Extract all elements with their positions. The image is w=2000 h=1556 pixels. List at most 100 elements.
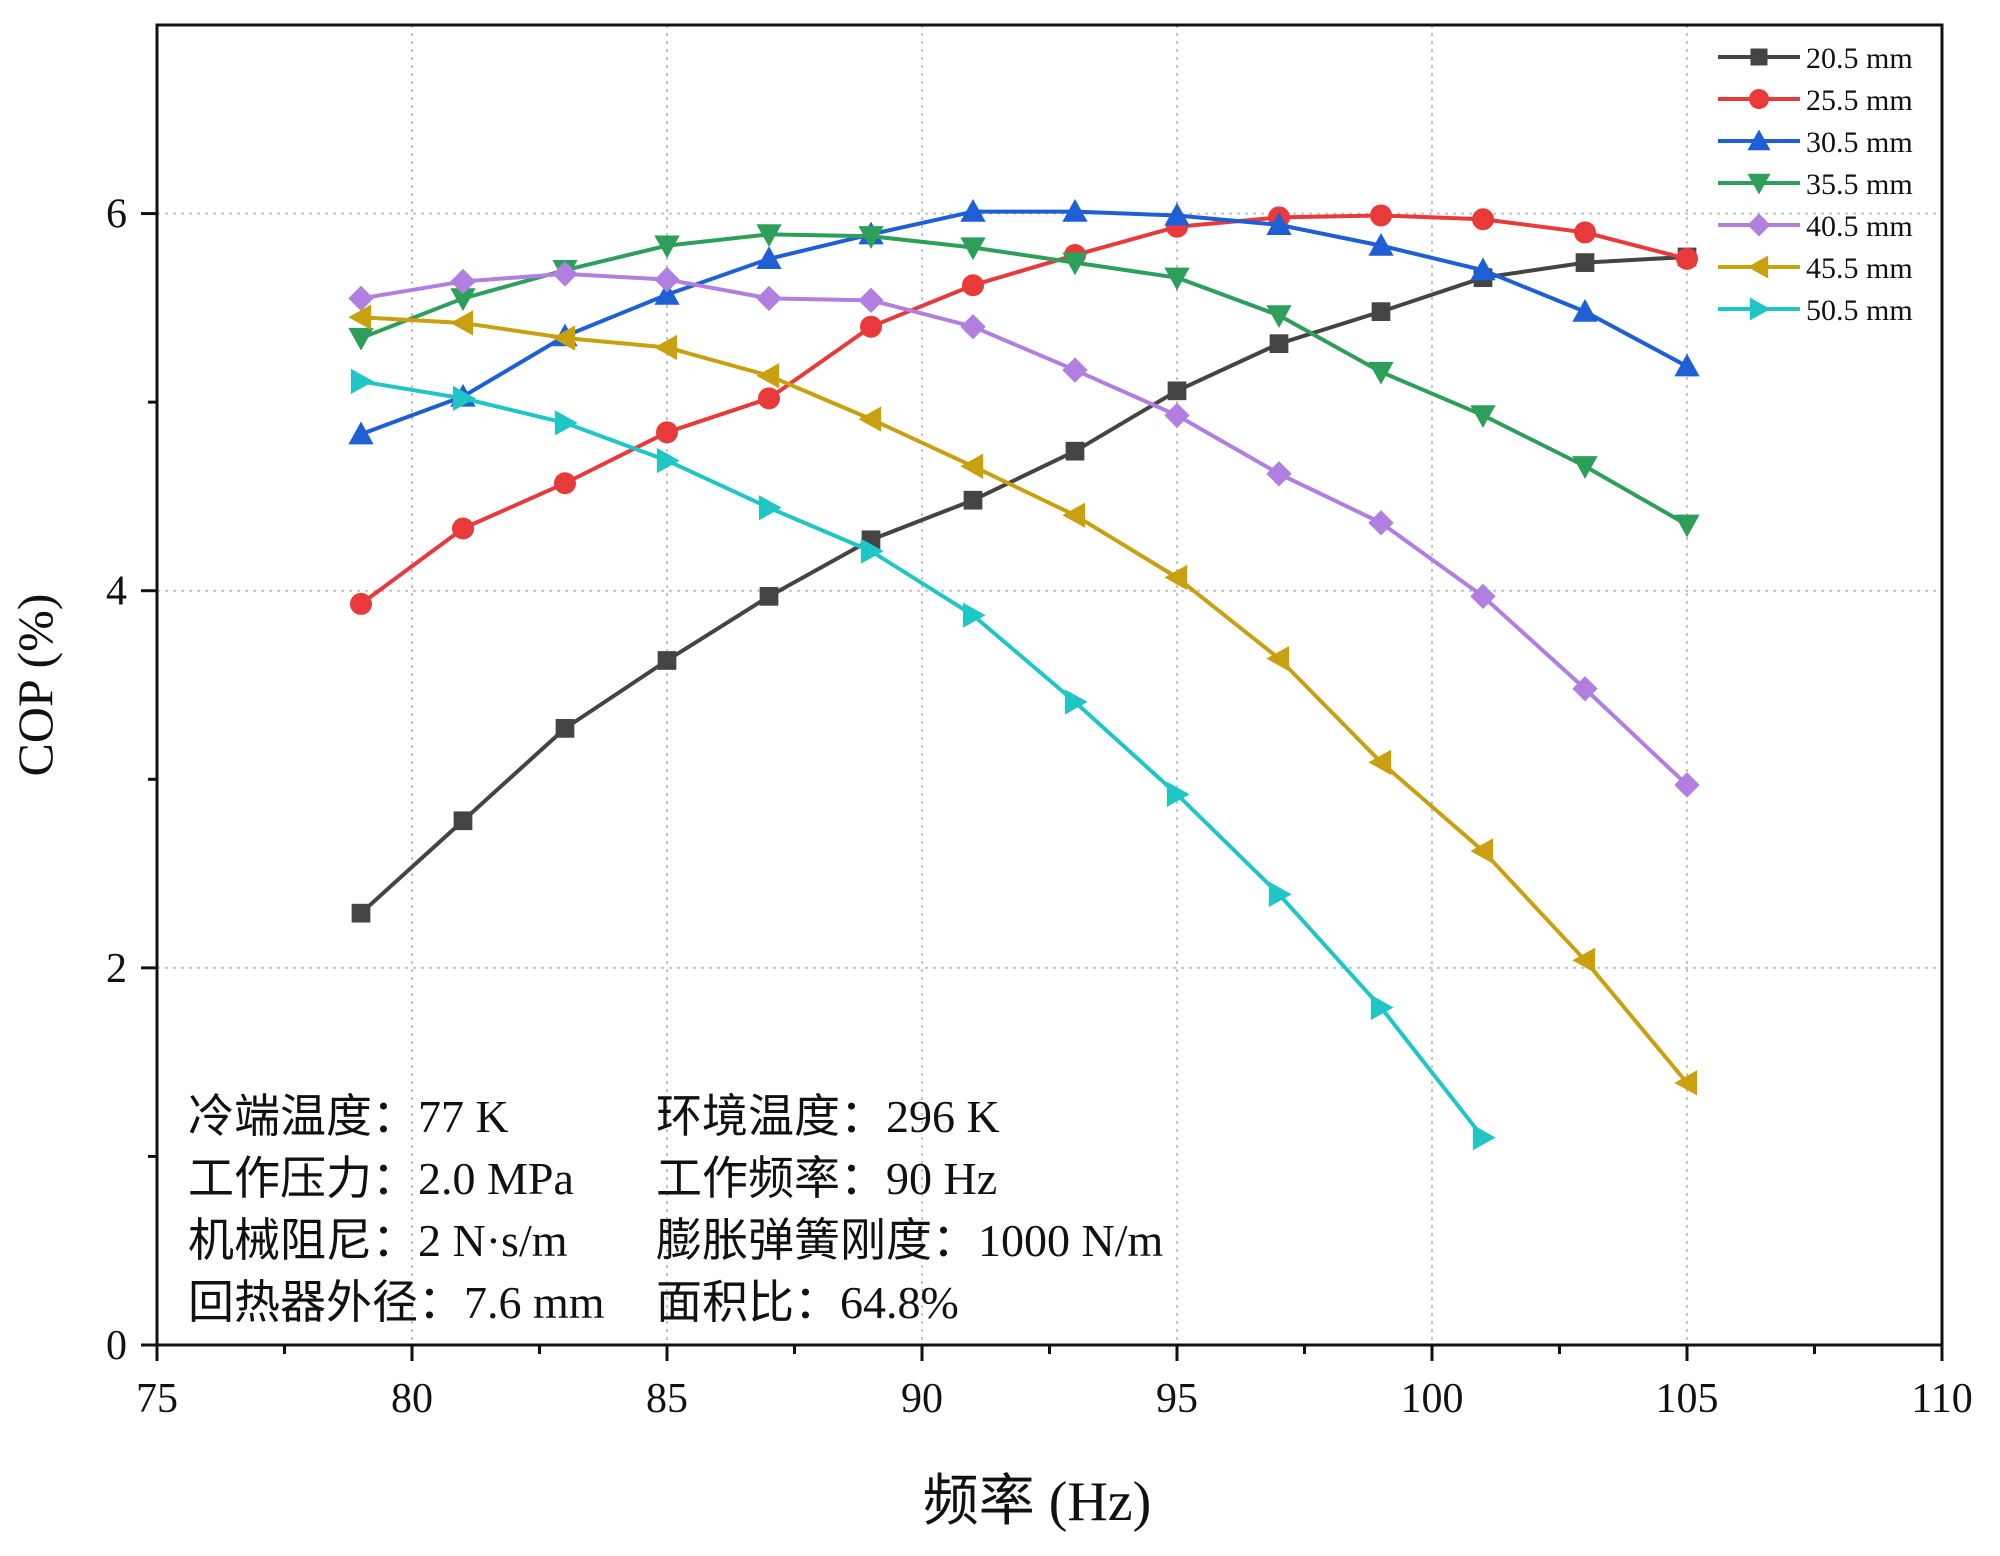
legend-label: 35.5 mm — [1806, 168, 1913, 201]
y-tick-label: 4 — [106, 569, 127, 615]
data-point — [1062, 357, 1088, 383]
grid — [157, 25, 1942, 1345]
series-20.5-mm — [351, 247, 1697, 923]
data-point — [1368, 361, 1394, 385]
data-point — [1266, 461, 1292, 487]
series-40.5-mm — [348, 261, 1700, 798]
legend: 20.5 mm 25.5 mm 30.5 mm 35.5 mm 40.5 mm 45.5 … — [1718, 42, 1913, 327]
legend-label: 50.5 mm — [1806, 294, 1913, 327]
series-line — [359, 213, 1688, 606]
data-point — [554, 410, 578, 436]
data-point — [350, 592, 372, 615]
data-point — [654, 235, 680, 259]
data-point — [654, 266, 680, 293]
data-point — [1370, 994, 1394, 1021]
data-point — [350, 368, 374, 395]
data-point — [1674, 1070, 1698, 1096]
data-point — [1062, 502, 1086, 528]
data-point — [654, 282, 680, 305]
data-point — [1572, 456, 1598, 479]
legend-marker — [1749, 297, 1771, 321]
x-tick-label: 75 — [136, 1376, 178, 1422]
data-point — [756, 363, 780, 389]
data-point — [657, 651, 677, 670]
legend-entry: 30.5 mm — [1718, 126, 1913, 159]
data-point — [1062, 252, 1088, 276]
data-point — [960, 314, 986, 340]
y-tick-label: 0 — [106, 1323, 127, 1369]
data-point — [1164, 402, 1190, 428]
series-line — [360, 315, 1689, 1085]
legend-marker — [1747, 213, 1771, 237]
data-point — [1572, 676, 1598, 702]
data-point — [1572, 298, 1598, 322]
data-point — [1266, 212, 1292, 236]
data-point — [1370, 204, 1392, 227]
data-point — [1167, 381, 1187, 401]
data-point — [1470, 583, 1496, 610]
data-point — [963, 490, 983, 510]
legend-marker — [1749, 89, 1769, 109]
data-point — [1470, 405, 1496, 428]
annotation-text: 冷端温度：77 K — [188, 1091, 509, 1142]
data-point — [351, 903, 371, 923]
data-point — [1269, 334, 1289, 354]
legend-label: 30.5 mm — [1806, 126, 1913, 159]
annotation-text: 工作频率：90 Hz — [656, 1153, 997, 1204]
data-point — [1470, 257, 1496, 281]
data-point — [1676, 247, 1698, 270]
series-line — [360, 209, 1688, 437]
series-50.5-mm — [350, 368, 1496, 1151]
series-line — [359, 254, 1688, 915]
legend-label: 20.5 mm — [1806, 42, 1913, 75]
data-point — [759, 587, 779, 606]
data-point — [1572, 947, 1596, 973]
series-line — [360, 232, 1688, 527]
y-tick-label: 6 — [106, 192, 127, 238]
data-point — [1575, 253, 1595, 272]
x-tick-label: 95 — [1156, 1376, 1198, 1422]
data-point — [1574, 221, 1596, 244]
legend-marker — [1747, 173, 1771, 195]
legend-marker — [1747, 255, 1769, 279]
legend-entry: 25.5 mm — [1718, 84, 1913, 117]
annotation-text: 机械阻尼：2 N·s/m — [188, 1215, 568, 1266]
legend-entry: 20.5 mm — [1718, 42, 1913, 75]
series-35.5-mm — [348, 224, 1700, 538]
data-point — [960, 199, 986, 222]
data-point — [756, 224, 782, 247]
data-point — [1674, 514, 1700, 538]
data-point — [860, 538, 884, 564]
data-point — [758, 387, 780, 410]
legend-entry: 35.5 mm — [1718, 168, 1913, 201]
x-tick-label: 90 — [901, 1376, 943, 1422]
data-point — [1674, 772, 1700, 798]
legend-marker — [1747, 129, 1771, 151]
data-point — [453, 811, 473, 831]
data-point — [858, 226, 884, 249]
data-point — [452, 385, 476, 412]
data-point — [348, 304, 372, 330]
data-point — [1266, 305, 1292, 329]
legend-entry: 45.5 mm — [1718, 252, 1913, 285]
data-point — [1064, 689, 1088, 715]
data-point — [1368, 749, 1392, 775]
data-point — [348, 327, 374, 351]
data-point — [452, 517, 474, 540]
x-tick-label: 110 — [1911, 1376, 1972, 1422]
data-point — [1065, 441, 1085, 461]
data-point — [552, 325, 576, 351]
y-tick-label: 2 — [106, 946, 127, 992]
data-point — [960, 237, 986, 261]
x-tick-label: 100 — [1401, 1376, 1464, 1422]
annotation-text: 工作压力：2.0 MPa — [188, 1153, 574, 1204]
x-tick-label: 80 — [391, 1376, 433, 1422]
legend-label: 25.5 mm — [1806, 84, 1913, 117]
data-point — [450, 288, 476, 312]
legend-entry: 40.5 mm — [1718, 210, 1913, 243]
data-point — [654, 334, 678, 361]
data-point — [450, 268, 476, 295]
data-point — [1266, 645, 1290, 672]
data-point — [1268, 881, 1292, 907]
